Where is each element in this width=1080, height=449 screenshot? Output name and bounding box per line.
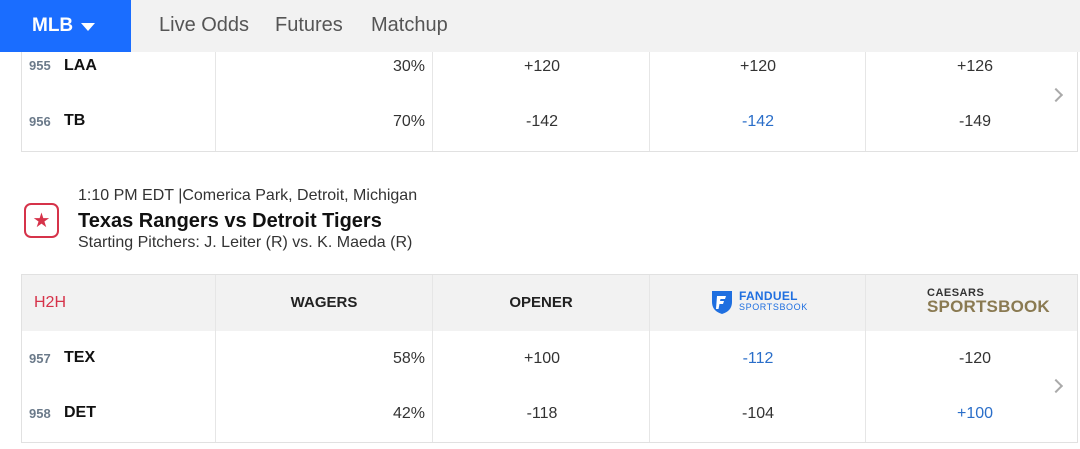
column-divider bbox=[215, 275, 216, 442]
team-abbr: LAA bbox=[64, 57, 97, 74]
wagers-pct: 30% bbox=[392, 58, 425, 75]
column-divider bbox=[865, 275, 866, 442]
chevron-right-icon[interactable] bbox=[1048, 378, 1064, 394]
starting-pitchers: Starting Pitchers: J. Leiter (R) vs. K. … bbox=[78, 234, 413, 251]
team-abbr: TB bbox=[64, 112, 86, 129]
h2h-market-tab[interactable]: H2H bbox=[34, 294, 67, 311]
column-divider bbox=[649, 52, 650, 151]
fanduel-odds[interactable]: -112 bbox=[742, 350, 774, 367]
opener-odds: +120 bbox=[523, 58, 561, 75]
column-divider bbox=[649, 275, 650, 442]
wagers-pct: 70% bbox=[392, 113, 425, 130]
column-divider bbox=[215, 52, 216, 151]
caesars-logo: CAESARS SPORTSBOOK bbox=[927, 286, 1050, 316]
favorite-star-button[interactable]: ★ bbox=[24, 203, 59, 238]
nav-futures[interactable]: Futures bbox=[275, 14, 343, 36]
league-label: MLB bbox=[32, 15, 74, 36]
wagers-header: WAGERS bbox=[290, 294, 358, 311]
fanduel-logo-name: FANDUEL bbox=[739, 289, 798, 303]
wagers-pct: 58% bbox=[392, 350, 425, 367]
nav-live-odds[interactable]: Live Odds bbox=[159, 14, 250, 36]
opener-odds: -118 bbox=[526, 405, 558, 422]
opener-header: OPENER bbox=[509, 294, 573, 311]
fanduel-odds[interactable]: -142 bbox=[741, 113, 775, 130]
team-abbr: DET bbox=[64, 404, 96, 421]
wagers-pct: 42% bbox=[392, 405, 425, 422]
caesars-logo-name: CAESARS bbox=[927, 287, 985, 299]
game-time-venue: 1:10 PM EDT |Comerica Park, Detroit, Mic… bbox=[78, 187, 418, 204]
rotation-number: 955 bbox=[29, 58, 51, 73]
nav-matchup[interactable]: Matchup bbox=[371, 14, 448, 36]
column-divider bbox=[865, 52, 866, 151]
caesars-odds[interactable]: +126 bbox=[956, 58, 994, 75]
caesars-odds[interactable]: +100 bbox=[956, 405, 994, 422]
caesars-odds[interactable]: -120 bbox=[958, 350, 992, 367]
table-header bbox=[22, 275, 1077, 331]
fanduel-odds[interactable]: -104 bbox=[741, 405, 775, 422]
team-abbr: TEX bbox=[64, 349, 96, 366]
fanduel-logo: FANDUEL SPORTSBOOK bbox=[711, 289, 808, 315]
opener-odds: +100 bbox=[523, 350, 561, 367]
top-nav: MLB Live Odds Futures Matchup bbox=[0, 0, 1080, 52]
rotation-number: 958 bbox=[29, 406, 51, 421]
odds-table-game2: H2H WAGERS OPENER FANDUEL SPORTSBOOK CAE… bbox=[21, 274, 1078, 443]
odds-table-game1: 955 LAA 30% +120 +120 +126 956 TB 70% -1… bbox=[21, 52, 1078, 152]
column-divider bbox=[432, 52, 433, 151]
league-dropdown[interactable]: MLB bbox=[0, 0, 131, 52]
rotation-number: 957 bbox=[29, 351, 51, 366]
rotation-number: 956 bbox=[29, 114, 51, 129]
caesars-odds[interactable]: -149 bbox=[958, 113, 992, 130]
fanduel-logo-sub: SPORTSBOOK bbox=[739, 302, 808, 312]
caret-down-icon bbox=[81, 23, 96, 31]
caesars-logo-sub: SPORTSBOOK bbox=[927, 297, 1050, 316]
chevron-right-icon[interactable] bbox=[1048, 87, 1064, 103]
star-icon: ★ bbox=[32, 210, 51, 232]
opener-odds: -142 bbox=[525, 113, 559, 130]
game-title[interactable]: Texas Rangers vs Detroit Tigers bbox=[78, 210, 382, 232]
fanduel-shield-icon bbox=[712, 291, 732, 314]
column-divider bbox=[432, 275, 433, 442]
fanduel-odds[interactable]: +120 bbox=[739, 58, 777, 75]
